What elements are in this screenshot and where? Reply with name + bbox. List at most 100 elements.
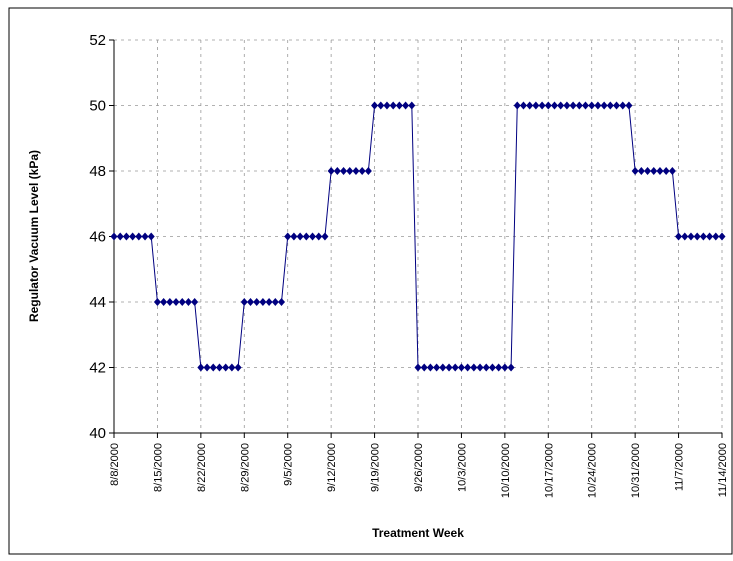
marker bbox=[147, 232, 155, 241]
x-tick-label: 8/15/2000 bbox=[152, 443, 164, 492]
marker bbox=[662, 167, 670, 175]
marker bbox=[426, 363, 434, 372]
marker bbox=[445, 363, 453, 372]
marker bbox=[451, 363, 459, 372]
marker bbox=[575, 101, 583, 110]
marker bbox=[296, 232, 304, 241]
y-tick-label: 48 bbox=[89, 163, 106, 180]
y-tick-label: 42 bbox=[89, 360, 106, 377]
marker bbox=[402, 101, 410, 110]
marker bbox=[315, 232, 323, 241]
marker bbox=[464, 363, 472, 372]
x-tick-label: 8/22/2000 bbox=[196, 443, 208, 492]
marker bbox=[383, 101, 391, 110]
marker bbox=[253, 298, 261, 306]
marker bbox=[420, 363, 428, 372]
x-tick-label: 10/17/2000 bbox=[543, 443, 555, 498]
marker bbox=[172, 298, 180, 306]
x-tick-label: 10/3/2000 bbox=[456, 443, 468, 492]
marker bbox=[203, 363, 211, 372]
x-tick-label: 11/7/2000 bbox=[674, 443, 686, 491]
marker bbox=[321, 232, 329, 241]
marker bbox=[340, 167, 348, 175]
marker bbox=[284, 232, 292, 241]
marker bbox=[656, 167, 664, 175]
marker bbox=[122, 232, 130, 241]
marker bbox=[681, 232, 689, 241]
marker bbox=[439, 363, 447, 372]
marker bbox=[215, 363, 223, 372]
marker bbox=[644, 167, 652, 175]
marker bbox=[395, 101, 403, 110]
marker bbox=[557, 101, 565, 110]
marker bbox=[619, 101, 627, 110]
marker bbox=[544, 101, 552, 110]
x-axis-title: Treatment Week bbox=[372, 526, 464, 540]
marker bbox=[278, 298, 286, 306]
x-tick-label: 10/10/2000 bbox=[500, 443, 512, 498]
marker bbox=[197, 363, 205, 372]
marker bbox=[706, 232, 714, 241]
marker bbox=[538, 101, 546, 110]
marker bbox=[488, 363, 496, 372]
marker bbox=[160, 298, 168, 306]
marker bbox=[569, 101, 577, 110]
x-tick-label: 9/5/2000 bbox=[283, 443, 295, 486]
marker bbox=[302, 232, 310, 241]
marker bbox=[408, 101, 416, 110]
marker bbox=[600, 101, 608, 110]
marker bbox=[501, 363, 509, 372]
x-tick-label: 9/12/2000 bbox=[326, 443, 338, 492]
marker bbox=[228, 363, 236, 372]
marker bbox=[482, 363, 490, 372]
marker bbox=[290, 232, 298, 241]
marker bbox=[631, 167, 639, 175]
x-tick-label: 8/8/2000 bbox=[109, 443, 121, 486]
marker bbox=[582, 101, 590, 110]
marker bbox=[209, 363, 217, 372]
y-tick-label: 52 bbox=[89, 32, 106, 49]
marker bbox=[718, 232, 726, 241]
marker bbox=[153, 298, 161, 306]
x-tick-label: 11/14/2000 bbox=[717, 443, 729, 497]
marker bbox=[526, 101, 534, 110]
marker bbox=[594, 101, 602, 110]
x-tick-label: 9/19/2000 bbox=[370, 443, 382, 492]
marker bbox=[265, 298, 273, 306]
marker bbox=[346, 167, 354, 175]
y-axis-title: Regulator Vacuum Level (kPa) bbox=[27, 150, 41, 322]
y-tick-label: 40 bbox=[89, 425, 106, 442]
marker bbox=[135, 232, 143, 241]
marker bbox=[377, 101, 385, 110]
marker bbox=[519, 101, 527, 110]
y-tick-label: 46 bbox=[89, 229, 106, 246]
marker bbox=[675, 232, 683, 241]
marker bbox=[637, 167, 645, 175]
chart-frame bbox=[8, 7, 733, 555]
marker bbox=[532, 101, 540, 110]
marker bbox=[650, 167, 658, 175]
y-tick-label: 44 bbox=[89, 294, 106, 311]
marker bbox=[550, 101, 558, 110]
x-tick-label: 8/29/2000 bbox=[239, 443, 251, 492]
marker bbox=[507, 363, 515, 372]
marker bbox=[327, 167, 335, 175]
marker bbox=[476, 363, 484, 372]
marker bbox=[234, 363, 242, 372]
marker bbox=[129, 232, 137, 241]
marker bbox=[246, 298, 254, 306]
marker bbox=[364, 167, 372, 175]
marker bbox=[457, 363, 465, 372]
marker bbox=[191, 298, 199, 306]
marker bbox=[141, 232, 149, 241]
marker bbox=[712, 232, 720, 241]
marker bbox=[606, 101, 614, 110]
marker bbox=[693, 232, 701, 241]
marker bbox=[513, 101, 521, 110]
marker bbox=[166, 298, 174, 306]
y-tick-label: 50 bbox=[89, 98, 106, 115]
marker bbox=[184, 298, 192, 306]
marker bbox=[470, 363, 478, 372]
marker bbox=[222, 363, 230, 372]
